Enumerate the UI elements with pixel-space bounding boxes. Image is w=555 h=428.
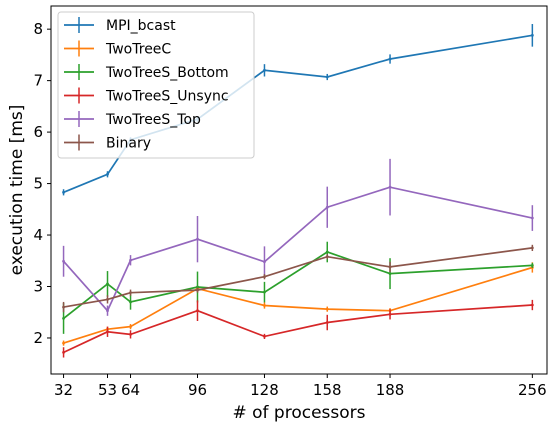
data-point	[106, 297, 109, 301]
data-point	[263, 275, 266, 279]
legend-entry: TwoTreeC	[64, 40, 171, 58]
data-point	[325, 307, 329, 311]
data-point	[106, 309, 109, 313]
y-tick-label: 7	[33, 72, 43, 90]
data-point	[530, 264, 534, 267]
data-point	[106, 330, 109, 334]
x-axis: 32 53 64 96 128 158 188 256	[54, 374, 547, 399]
y-tick-label: 3	[33, 278, 43, 296]
legend-label: TwoTreeC	[105, 42, 171, 58]
x-tick-label: 96	[188, 381, 207, 399]
data-point	[62, 259, 65, 263]
data-point	[325, 255, 329, 259]
y-tick-label: 5	[33, 175, 43, 193]
legend: MPI_bcast TwoTreeC TwoTreeS_Bottom TwoTreeS…	[57, 11, 255, 159]
data-point	[106, 282, 109, 286]
legend-label: TwoTreeS_Unsync	[105, 89, 229, 105]
series-3	[62, 299, 534, 358]
legend-entry: TwoTreeS_Unsync	[64, 87, 229, 105]
x-tick-label: 188	[376, 381, 405, 399]
data-point	[62, 317, 65, 320]
legend-box	[57, 11, 255, 159]
data-point	[388, 265, 392, 269]
legend-entry: TwoTreeS_Top	[64, 111, 201, 128]
legend-label: TwoTreeS_Top	[105, 112, 201, 128]
data-point	[129, 300, 132, 304]
data-point	[388, 272, 392, 276]
data-point	[388, 185, 392, 189]
series-layer	[62, 24, 534, 358]
data-point	[530, 246, 534, 250]
y-axis-label: execution time [ms]	[7, 105, 27, 276]
data-point	[388, 57, 392, 61]
data-point	[196, 237, 199, 241]
data-point	[388, 312, 392, 316]
data-point	[325, 250, 329, 254]
series-line	[62, 186, 533, 313]
data-point	[196, 288, 199, 292]
data-point	[62, 305, 65, 309]
series-5	[62, 244, 534, 313]
x-tick-label: 64	[121, 381, 140, 399]
data-point	[263, 68, 266, 72]
data-point	[129, 291, 132, 295]
y-tick-label: 2	[33, 329, 43, 347]
data-point	[263, 260, 266, 264]
legend-entry: MPI_bcast	[64, 17, 176, 34]
data-point	[530, 33, 534, 37]
series-line	[63, 304, 533, 354]
data-point	[530, 216, 534, 220]
y-tick-label: 8	[33, 20, 43, 38]
x-tick-label: 53	[98, 381, 117, 399]
data-point	[62, 350, 65, 354]
legend-label: Binary	[106, 136, 151, 152]
legend-label: TwoTreeS_Bottom	[105, 65, 229, 81]
legend-label: MPI_bcast	[106, 18, 176, 34]
series-line	[63, 247, 533, 308]
data-point	[530, 303, 534, 307]
x-tick-label: 128	[250, 381, 279, 399]
plot-frame	[50, 5, 548, 375]
data-point	[129, 332, 132, 336]
data-point	[325, 75, 329, 79]
data-point	[129, 258, 132, 262]
data-point	[62, 341, 65, 345]
x-tick-label: 158	[313, 381, 342, 399]
x-axis-label: # of processors	[232, 403, 365, 423]
data-point	[62, 190, 65, 194]
series-4	[62, 158, 534, 316]
legend-entry: TwoTreeS_Bottom	[64, 64, 229, 81]
series-line	[63, 251, 533, 320]
x-tick-label: 256	[518, 381, 547, 399]
data-point	[263, 304, 266, 307]
legend-entry: Binary	[64, 134, 151, 152]
y-tick-label: 6	[33, 123, 43, 141]
y-tick-label: 4	[33, 226, 43, 244]
data-point	[196, 309, 199, 313]
data-point	[263, 290, 266, 294]
y-axis: 2 3 4 5 6 7 8	[33, 20, 51, 347]
data-point	[129, 325, 132, 329]
series-line	[63, 266, 533, 344]
data-point	[325, 321, 329, 324]
data-point	[263, 335, 266, 338]
data-point	[325, 205, 329, 209]
data-point	[106, 172, 109, 176]
x-tick-label: 32	[54, 381, 73, 399]
